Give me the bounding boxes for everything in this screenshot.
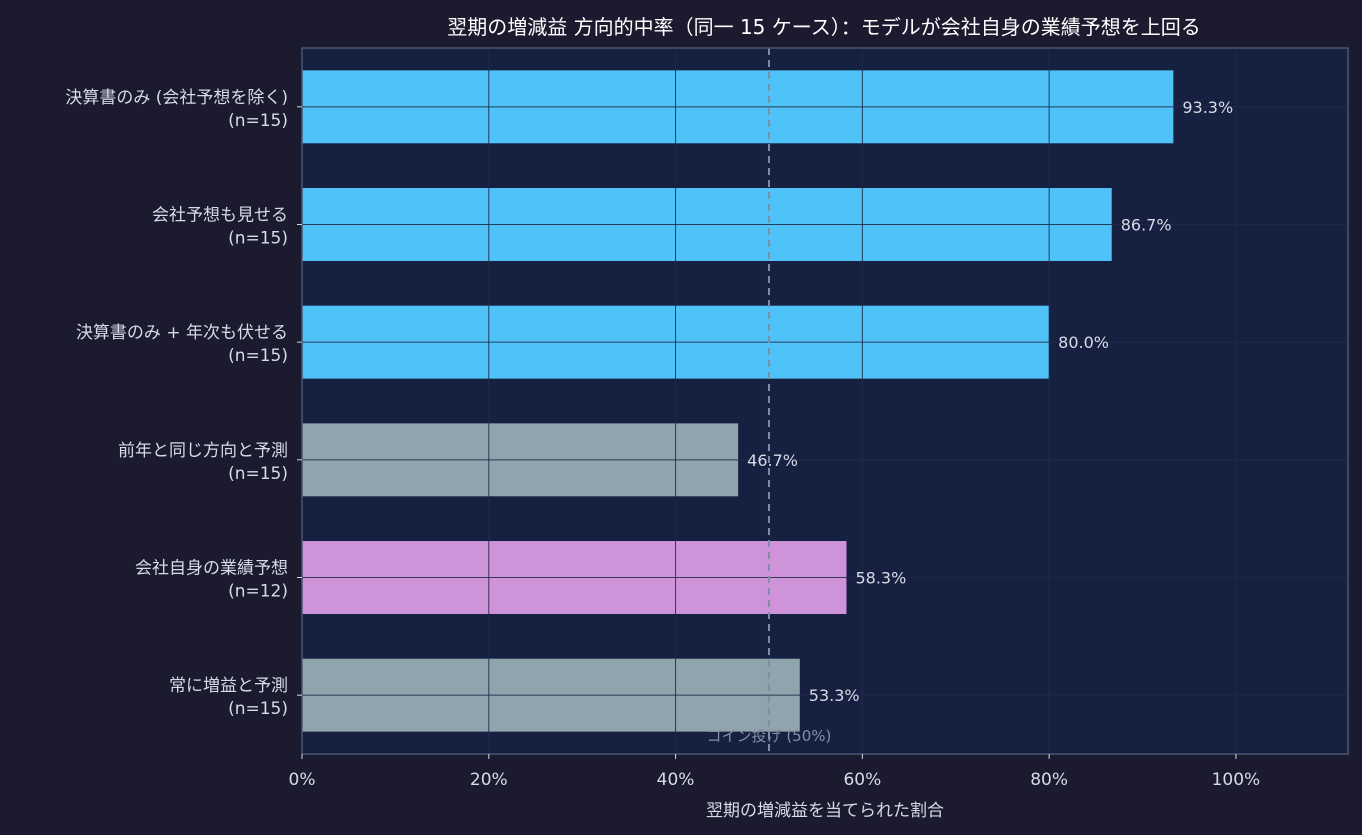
value-label: 93.3%: [1182, 98, 1233, 117]
y-tick-labels: 決算書のみ (会社予想を除く) (n=15) 会社予想も見せる (n=15) 決算書のみ…: [65, 88, 302, 719]
y-tick-label-n: (n=15): [228, 346, 288, 366]
y-tick-label: 会社自身の業績予想: [135, 559, 288, 579]
x-tick-label: 20%: [470, 770, 508, 790]
y-tick-label-n: (n=12): [228, 582, 288, 602]
plot-frame: [301, 47, 1349, 755]
x-tick-labels: 0% 20% 40% 60% 80% 100%: [289, 754, 1261, 790]
reference-line-label: コイン投げ (50%): [707, 727, 832, 745]
x-tick-label: 80%: [1030, 770, 1068, 790]
y-tick-label-n: (n=15): [228, 699, 288, 719]
y-tick-label: 常に増益と予測: [169, 676, 288, 696]
plot-area: [302, 48, 1348, 754]
x-tick-label: 40%: [657, 770, 695, 790]
y-tick-label: 決算書のみ + 年次も伏せる: [76, 323, 288, 343]
value-labels: 93.3% 86.7% 80.0% 46.7% 58.3% 53.3%: [747, 98, 1233, 705]
reference-line-group: コイン投げ (50%): [707, 48, 832, 754]
value-label: 80.0%: [1058, 333, 1109, 352]
y-tick-label: 会社予想も見せる: [152, 206, 288, 226]
y-tick-label: 決算書のみ (会社予想を除く): [65, 88, 288, 108]
y-tick-label-n: (n=15): [228, 111, 288, 131]
y-tick-label-n: (n=15): [228, 464, 288, 484]
value-label: 46.7%: [747, 451, 798, 470]
y-tick-label-n: (n=15): [228, 229, 288, 249]
x-tick-label: 60%: [843, 770, 881, 790]
x-axis-label: 翌期の増減益を当てられた割合: [706, 801, 944, 821]
x-tick-label: 0%: [289, 770, 316, 790]
y-tick-label: 前年と同じ方向と予測: [118, 441, 288, 461]
chart-title: 翌期の増減益 方向的中率（同一 15 ケース）：モデルが会社自身の業績予想を上回…: [447, 15, 1201, 39]
value-label: 58.3%: [855, 569, 906, 588]
x-tick-label: 100%: [1212, 770, 1261, 790]
value-label: 86.7%: [1121, 216, 1172, 235]
bars: [302, 48, 1348, 754]
value-label: 53.3%: [809, 686, 860, 705]
